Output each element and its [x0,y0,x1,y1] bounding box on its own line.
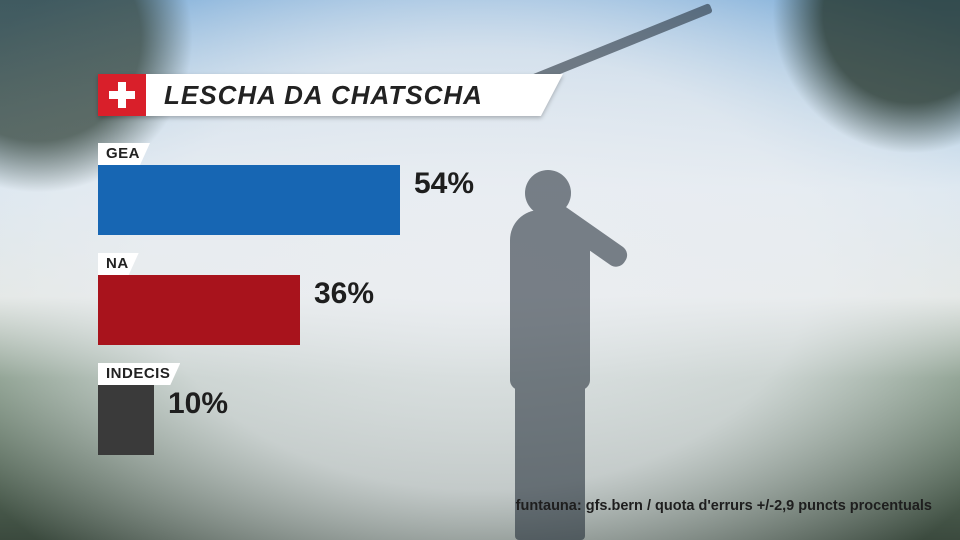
bar-fill [98,385,154,455]
title-row: LESCHA DA CHATSCHA [98,74,563,116]
bar-fill [98,275,300,345]
swiss-flag-icon [98,74,146,116]
bar-label: INDECIS [98,363,180,385]
bar-value: 10% [168,387,228,421]
title-text: LESCHA DA CHATSCHA [164,80,483,111]
bar-row-indecis: INDECIS 10% [98,385,858,455]
bar-chart: GEA 54% NA 36% INDECIS 10% [98,165,858,495]
bar-label: NA [98,253,139,275]
infographic-stage: LESCHA DA CHATSCHA GEA 54% NA 36% INDECI… [0,0,960,540]
bar-value: 54% [414,167,474,201]
bar-row-gea: GEA 54% [98,165,858,235]
title-plate: LESCHA DA CHATSCHA [146,74,563,116]
bar-row-na: NA 36% [98,275,858,345]
bg-foliage-top-right [730,0,960,190]
bar-fill [98,165,400,235]
source-footnote: funtauna: gfs.bern / quota d'errurs +/-2… [516,498,932,514]
bar-value: 36% [314,277,374,311]
